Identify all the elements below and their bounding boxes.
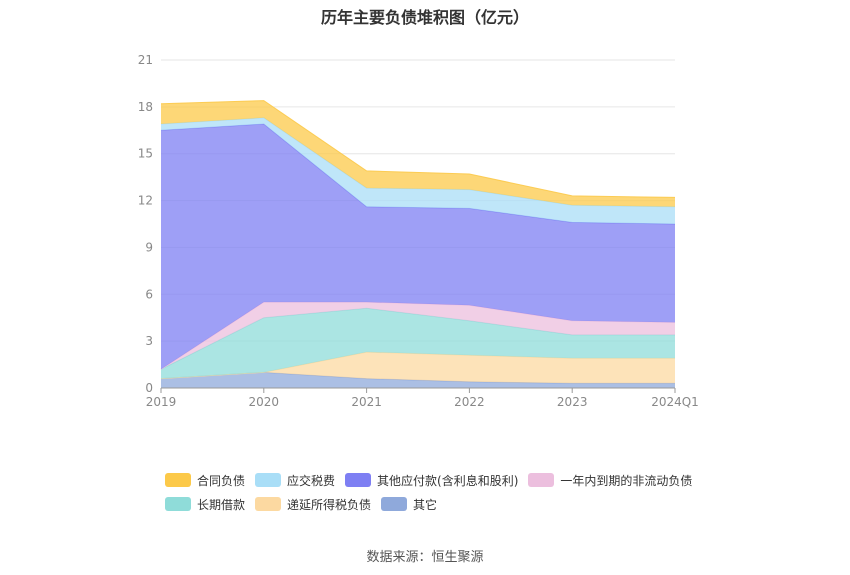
legend-item[interactable]: 其他应付款(含利息和股利)	[345, 472, 518, 488]
source-note: 数据来源：恒生聚源	[366, 550, 484, 565]
stacked-area-chart: 0 3 6 9 12 15 18 21 2019 2020 2021 2022 2023 2024Q1	[138, 53, 699, 409]
legend-label: 长期借款	[197, 497, 246, 512]
legend-swatch	[255, 497, 282, 511]
legend-item[interactable]: 应交税费	[255, 472, 335, 488]
area-series-6	[161, 100, 675, 207]
x-tick-label: 2020	[249, 395, 280, 409]
x-tick-label: 2021	[351, 395, 382, 409]
legend-swatch	[165, 473, 191, 487]
legend-swatch	[165, 497, 191, 511]
area-series-line-4	[160, 123, 676, 225]
legend-swatch	[345, 473, 372, 487]
legend-swatch	[528, 473, 555, 487]
area-series-2	[161, 308, 675, 379]
legend-label: 一年内到期的非流动负债	[560, 473, 693, 488]
legend-swatch	[381, 497, 408, 511]
area-series-3	[161, 302, 675, 370]
legend-item[interactable]: 递延所得税负债	[255, 496, 371, 512]
legend-label: 应交税费	[287, 473, 336, 488]
legend-label: 其它	[413, 497, 438, 512]
legend-item[interactable]: 长期借款	[165, 496, 245, 512]
y-tick-label: 21	[138, 53, 153, 67]
legend-item[interactable]: 合同负债	[165, 472, 245, 488]
area-series-4	[161, 124, 675, 370]
chart-title: 历年主要负债堆积图（亿元）	[320, 8, 529, 27]
x-tick-label: 2023	[557, 395, 588, 409]
x-tick-label: 2019	[146, 395, 177, 409]
legend-label: 其他应付款(含利息和股利)	[377, 473, 519, 488]
y-tick-label: 9	[145, 240, 153, 254]
x-tick-label: 2024Q1	[651, 395, 699, 409]
y-tick-label: 0	[145, 381, 153, 395]
y-tick-label: 18	[138, 100, 153, 114]
x-tick-label: 2022	[454, 395, 485, 409]
y-tick-label: 3	[145, 334, 153, 348]
area-series-line-6	[160, 100, 676, 198]
y-tick-label: 15	[138, 147, 153, 161]
area-series-5	[161, 117, 675, 224]
legend-label: 合同负债	[197, 473, 246, 488]
y-tick-label: 6	[145, 287, 153, 301]
y-tick-label: 12	[138, 194, 153, 208]
area-layer	[160, 100, 676, 388]
legend-swatch	[255, 473, 282, 487]
axis-layer: 0 3 6 9 12 15 18 21 2019 2020 2021 2022 2023 2024Q1	[138, 53, 699, 409]
legend-label: 递延所得税负债	[287, 497, 372, 512]
legend-item[interactable]: 其它	[381, 496, 437, 512]
area-series-1	[161, 352, 675, 384]
legend-item[interactable]: 一年内到期的非流动负债	[528, 472, 692, 488]
legend: 合同负债 应交税费 其他应付款(含利息和股利) 一年内到期的非流动负债长期借款 递延所得…	[165, 472, 725, 520]
